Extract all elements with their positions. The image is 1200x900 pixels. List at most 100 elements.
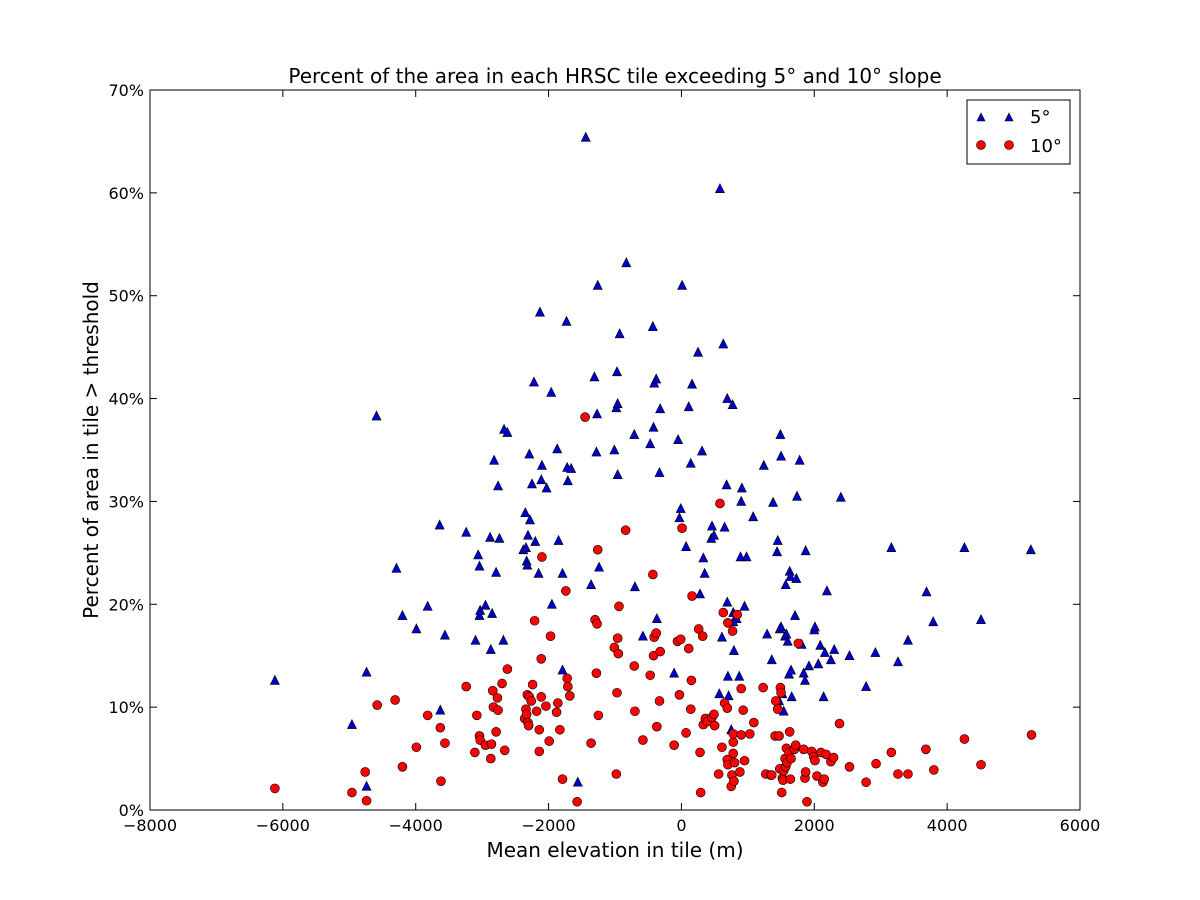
triangle-point — [434, 519, 445, 530]
circle-point — [727, 626, 738, 636]
y-tick-label: 30% — [108, 492, 144, 511]
circle-point — [491, 727, 501, 737]
circle-point — [828, 752, 839, 763]
circle-point — [793, 638, 804, 649]
triangle-point — [594, 561, 605, 572]
triangle-point — [721, 479, 732, 490]
triangle-point — [521, 542, 531, 553]
triangle-point — [470, 634, 481, 645]
circle-point — [470, 747, 480, 758]
triangle-point — [708, 529, 719, 540]
circle-point — [695, 747, 705, 758]
triangle-point — [959, 542, 970, 553]
circle-point — [651, 628, 661, 638]
x-tick-label: −6000 — [256, 816, 310, 835]
circle-point — [270, 783, 280, 794]
circle-point — [886, 747, 897, 758]
triangle-point — [741, 551, 752, 562]
triangle-point — [776, 621, 787, 632]
triangle-point — [748, 511, 759, 522]
triangle-point — [475, 604, 486, 615]
triangle-point — [790, 609, 801, 620]
triangle-point — [397, 609, 408, 620]
triangle-point — [474, 560, 485, 571]
circle-point — [715, 498, 725, 509]
triangle-point — [794, 454, 805, 465]
circle-point — [536, 653, 547, 664]
triangle-point — [524, 514, 535, 525]
legend: 5° 10° — [966, 99, 1071, 165]
triangle-point — [835, 491, 846, 502]
circle-point — [681, 728, 691, 738]
triangle-point — [541, 482, 552, 493]
triangle-point — [739, 600, 750, 611]
circle-point — [360, 767, 371, 777]
triangle-point — [562, 475, 573, 486]
circle-point — [553, 698, 563, 708]
triangle-point — [591, 446, 602, 457]
circle-point — [693, 624, 704, 634]
triangle-point — [534, 306, 545, 317]
triangle-point — [530, 535, 541, 546]
triangle-point — [361, 666, 372, 677]
plot-frame — [149, 89, 1081, 811]
circle-point — [709, 709, 719, 720]
circle-point — [436, 776, 446, 787]
triangle-point — [803, 660, 814, 671]
circle-point — [614, 601, 624, 612]
triangle-point — [546, 386, 557, 397]
circle-point — [728, 737, 739, 747]
y-tick-label: 40% — [108, 390, 144, 409]
triangle-point — [480, 599, 491, 610]
triangle-point — [614, 328, 625, 339]
circle-point — [562, 673, 572, 684]
triangle-point — [645, 438, 656, 449]
triangle-point — [776, 450, 787, 461]
triangle-point — [589, 371, 600, 382]
triangle-point — [673, 434, 684, 445]
triangle-point — [921, 586, 932, 597]
circle-point — [486, 739, 497, 749]
triangle-point — [716, 631, 727, 642]
triangle-point — [675, 502, 686, 513]
triangle-point — [526, 478, 537, 489]
circle-point — [652, 721, 662, 732]
circle-point — [669, 740, 679, 751]
triangle-point — [493, 480, 504, 491]
x-tick-label: 0 — [676, 816, 686, 835]
circle-point — [648, 569, 658, 580]
triangle-point — [886, 542, 897, 553]
triangle-point — [736, 495, 747, 506]
triangle-point — [669, 667, 680, 678]
triangle-point — [557, 664, 568, 675]
circle-point — [629, 661, 640, 671]
triangle-point — [861, 680, 872, 691]
triangle-point — [674, 512, 685, 523]
circle-point — [545, 631, 556, 641]
triangle-point — [809, 621, 820, 632]
triangle-point — [683, 401, 694, 412]
circle-point — [534, 746, 545, 757]
legend-label-10deg: 10° — [1030, 136, 1062, 157]
circle-point — [766, 770, 777, 780]
triangle-point — [786, 691, 797, 702]
triangle-point — [728, 644, 739, 655]
circle-point — [526, 696, 537, 706]
triangle-point — [718, 338, 729, 349]
legend-triangle-marker — [976, 112, 986, 122]
circle-point — [728, 748, 739, 759]
triangle-point — [800, 545, 811, 556]
circle-point — [493, 705, 503, 716]
triangle-point — [629, 428, 640, 439]
triangle-point — [411, 623, 422, 634]
series-10deg — [270, 412, 1037, 807]
y-tick-label: 10% — [108, 698, 144, 717]
circle-point — [683, 643, 694, 654]
x-tick-label: 6000 — [1060, 816, 1101, 835]
circle-point — [685, 704, 696, 715]
triangle-point — [553, 534, 564, 545]
circle-point — [529, 615, 540, 626]
circle-point — [472, 710, 482, 721]
triangle-point — [361, 780, 372, 791]
